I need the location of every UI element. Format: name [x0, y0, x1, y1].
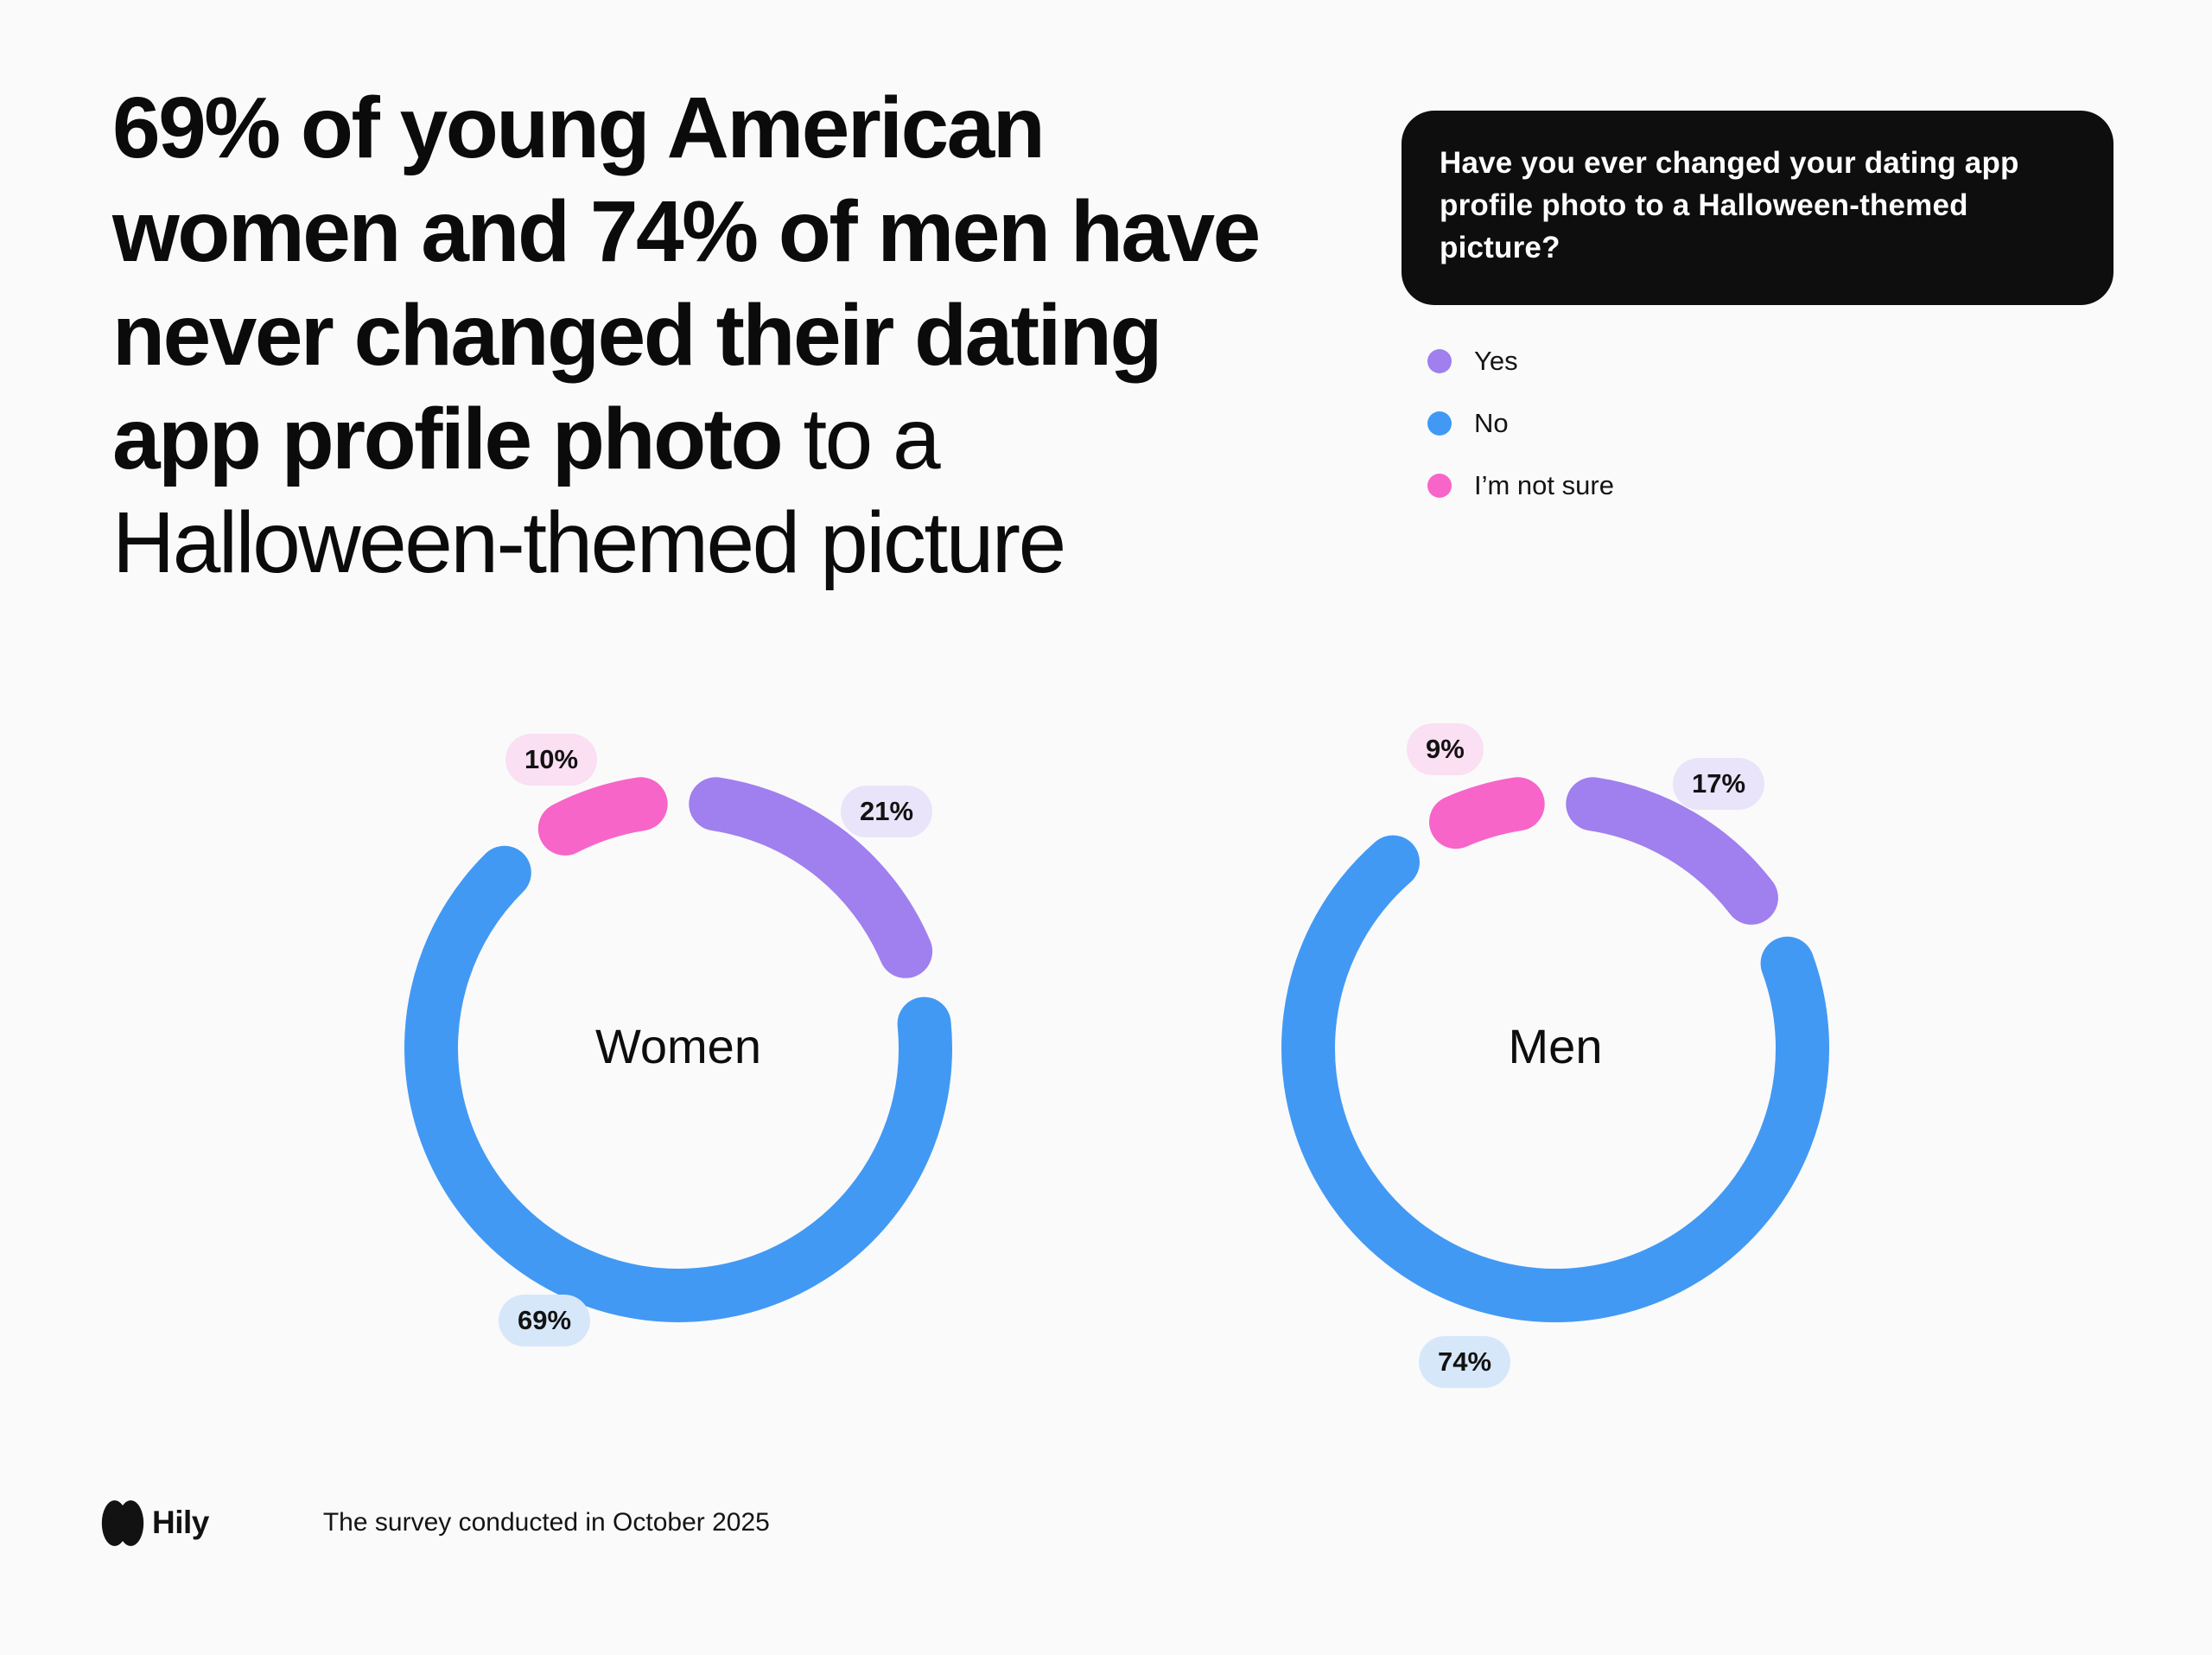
badge-yes-women: 21% — [841, 786, 933, 837]
badge-no-men: 74% — [1419, 1336, 1511, 1388]
badge-yes-men: 17% — [1673, 758, 1765, 810]
headline-line: Halloween-themed picture — [112, 491, 1259, 595]
footer: Hily The survey conducted in October 202… — [101, 1498, 770, 1548]
headline-regular-text: Halloween-themed picture — [112, 494, 1066, 591]
legend-dot-no-icon — [1427, 411, 1452, 436]
legend-item-yes: Yes — [1427, 342, 1614, 380]
survey-note: The survey conducted in October 2025 — [322, 1508, 770, 1537]
headline-line: 69% of young American — [112, 76, 1259, 180]
hily-logo-icon — [101, 1499, 144, 1546]
legend-dot-not-sure-icon — [1427, 474, 1452, 498]
legend: Yes No I’m not sure — [1427, 342, 1614, 529]
badge-not-sure-women: 10% — [505, 734, 598, 786]
headline-bold-text: never changed their dating — [112, 287, 1163, 384]
legend-item-no: No — [1427, 404, 1614, 442]
headline-bold-text: women and 74% of men have — [112, 183, 1261, 280]
legend-label-yes: Yes — [1474, 346, 1518, 376]
badge-no-women: 69% — [499, 1295, 591, 1346]
legend-dot-yes-icon — [1427, 349, 1452, 373]
chart-center-label-men: Men — [1508, 1019, 1603, 1073]
headline-regular-text: to a — [781, 391, 940, 487]
question-text: Have you ever changed your dating app pr… — [1440, 146, 2019, 264]
legend-label-no: No — [1474, 408, 1509, 438]
legend-label-not-sure: I’m not sure — [1474, 470, 1614, 500]
question-box: Have you ever changed your dating app pr… — [1402, 111, 2113, 305]
donut-chart-men: Men 17% 74% 9% — [1279, 723, 1832, 1388]
donut-ring-women — [404, 777, 952, 1322]
legend-item-not-sure: I’m not sure — [1427, 467, 1614, 505]
headline-bold-text: app profile photo — [112, 391, 784, 487]
headline-line: women and 74% of men have — [112, 180, 1261, 283]
badge-not-sure-men: 9% — [1407, 723, 1484, 775]
headline-bold-text: 69% of young American — [112, 80, 1046, 176]
donut-chart-women: Women 21% 69% 10% — [402, 734, 955, 1346]
headline-line: app profile photo to a — [112, 387, 1259, 491]
donut-ring-men — [1281, 777, 1830, 1322]
brand-wordmark: Hily — [152, 1505, 209, 1540]
page-title: 69% of young American women and 74% of m… — [112, 76, 1261, 595]
headline-line: never changed their dating — [112, 283, 1259, 387]
chart-center-label-women: Women — [595, 1019, 761, 1073]
